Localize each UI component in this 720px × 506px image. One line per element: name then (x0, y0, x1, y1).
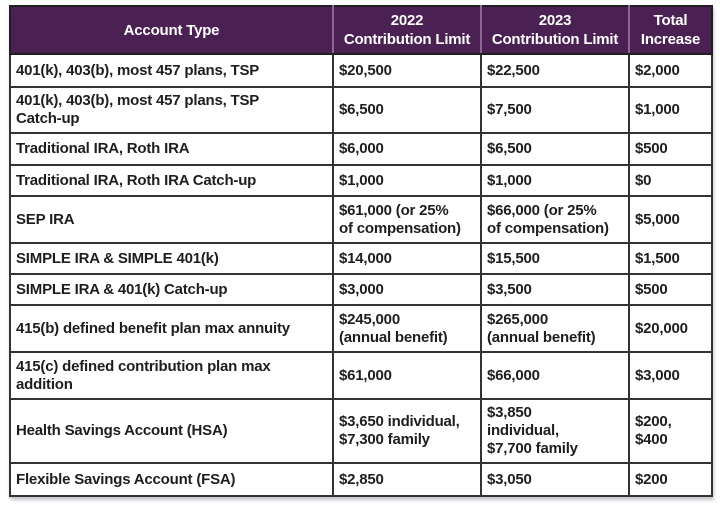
limit-2023-cell: $6,500 (480, 132, 630, 166)
account-type-cell: 401(k), 403(b), most 457 plans, TSP (9, 53, 334, 88)
limit-2023-cell: $3,850 individual, $7,700 family (480, 398, 630, 464)
table-row: SEP IRA $61,000 (or 25% of compensation) $… (9, 195, 713, 244)
total-increase-cell: $5,000 (628, 195, 713, 244)
limit-2023-cell: $22,500 (480, 53, 630, 88)
total-increase-cell: $0 (628, 164, 713, 197)
limit-2022-cell: $245,000 (annual benefit) (332, 304, 482, 353)
limit-2023-cell: $66,000 (or 25% of compensation) (480, 195, 630, 244)
contribution-limits-table: Account Type 2022 Contribution Limit 202… (9, 5, 713, 497)
limit-2023-cell: $66,000 (480, 351, 630, 400)
account-type-cell: SIMPLE IRA & 401(k) Catch-up (9, 273, 334, 306)
total-increase-cell: $3,000 (628, 351, 713, 400)
table-row: Traditional IRA, Roth IRA $6,000 $6,500 $50… (9, 132, 713, 166)
total-increase-cell: $2,000 (628, 53, 713, 88)
column-header-2023-contribution-limit: 2023 Contribution Limit (480, 6, 629, 55)
total-increase-cell: $200, $400 (628, 398, 713, 464)
account-type-cell: 415(b) defined benefit plan max annuity (9, 304, 334, 353)
table-row: 401(k), 403(b), most 457 plans, TSP Catc… (9, 86, 713, 134)
table-row: Traditional IRA, Roth IRA Catch-up $1,000… (9, 164, 713, 197)
limit-2022-cell: $3,650 individual, $7,300 family (332, 398, 482, 464)
account-type-cell: Health Savings Account (HSA) (9, 398, 334, 464)
limit-2023-cell: $1,000 (480, 164, 630, 197)
account-type-cell: 401(k), 403(b), most 457 plans, TSP Catc… (9, 86, 334, 134)
table-row: 415(b) defined benefit plan max annuity $… (9, 304, 713, 353)
table-row: Health Savings Account (HSA) $3,650 indiv… (9, 398, 713, 464)
table-row: Flexible Savings Account (FSA) $2,850 $3,0… (9, 462, 713, 497)
total-increase-cell: $20,000 (628, 304, 713, 353)
limit-2023-cell: $7,500 (480, 86, 630, 134)
account-type-cell: 415(c) defined contribution plan max add… (9, 351, 334, 400)
limit-2022-cell: $14,000 (332, 242, 482, 275)
header-row: Account Type 2022 Contribution Limit 202… (10, 6, 712, 55)
limit-2022-cell: $61,000 (or 25% of compensation) (332, 195, 482, 244)
limit-2023-cell: $265,000 (annual benefit) (480, 304, 630, 353)
column-header-2022-contribution-limit: 2022 Contribution Limit (332, 6, 481, 55)
column-header-account-type: Account Type (10, 6, 333, 55)
limit-2022-cell: $3,000 (332, 273, 482, 306)
limit-2022-cell: $1,000 (332, 164, 482, 197)
account-type-cell: SIMPLE IRA & SIMPLE 401(k) (9, 242, 334, 275)
account-type-cell: Traditional IRA, Roth IRA (9, 132, 334, 166)
table-row: SIMPLE IRA & 401(k) Catch-up $3,000 $3,500… (9, 273, 713, 306)
table-row: 415(c) defined contribution plan max add… (9, 351, 713, 400)
table-row: SIMPLE IRA & SIMPLE 401(k) $14,000 $15,500… (9, 242, 713, 275)
limit-2022-cell: $2,850 (332, 462, 482, 497)
limit-2023-cell: $15,500 (480, 242, 630, 275)
total-increase-cell: $500 (628, 132, 713, 166)
limit-2023-cell: $3,500 (480, 273, 630, 306)
column-header-total-increase: Total Increase (628, 6, 712, 55)
table-body: 401(k), 403(b), most 457 plans, TSP $20,5… (9, 53, 713, 497)
limit-2022-cell: $20,500 (332, 53, 482, 88)
account-type-cell: Flexible Savings Account (FSA) (9, 462, 334, 497)
total-increase-cell: $1,000 (628, 86, 713, 134)
account-type-cell: SEP IRA (9, 195, 334, 244)
table-row: 401(k), 403(b), most 457 plans, TSP $20,5… (9, 53, 713, 88)
limit-2022-cell: $6,000 (332, 132, 482, 166)
total-increase-cell: $200 (628, 462, 713, 497)
limit-2022-cell: $61,000 (332, 351, 482, 400)
total-increase-cell: $500 (628, 273, 713, 306)
limit-2022-cell: $6,500 (332, 86, 482, 134)
total-increase-cell: $1,500 (628, 242, 713, 275)
account-type-cell: Traditional IRA, Roth IRA Catch-up (9, 164, 334, 197)
limit-2023-cell: $3,050 (480, 462, 630, 497)
